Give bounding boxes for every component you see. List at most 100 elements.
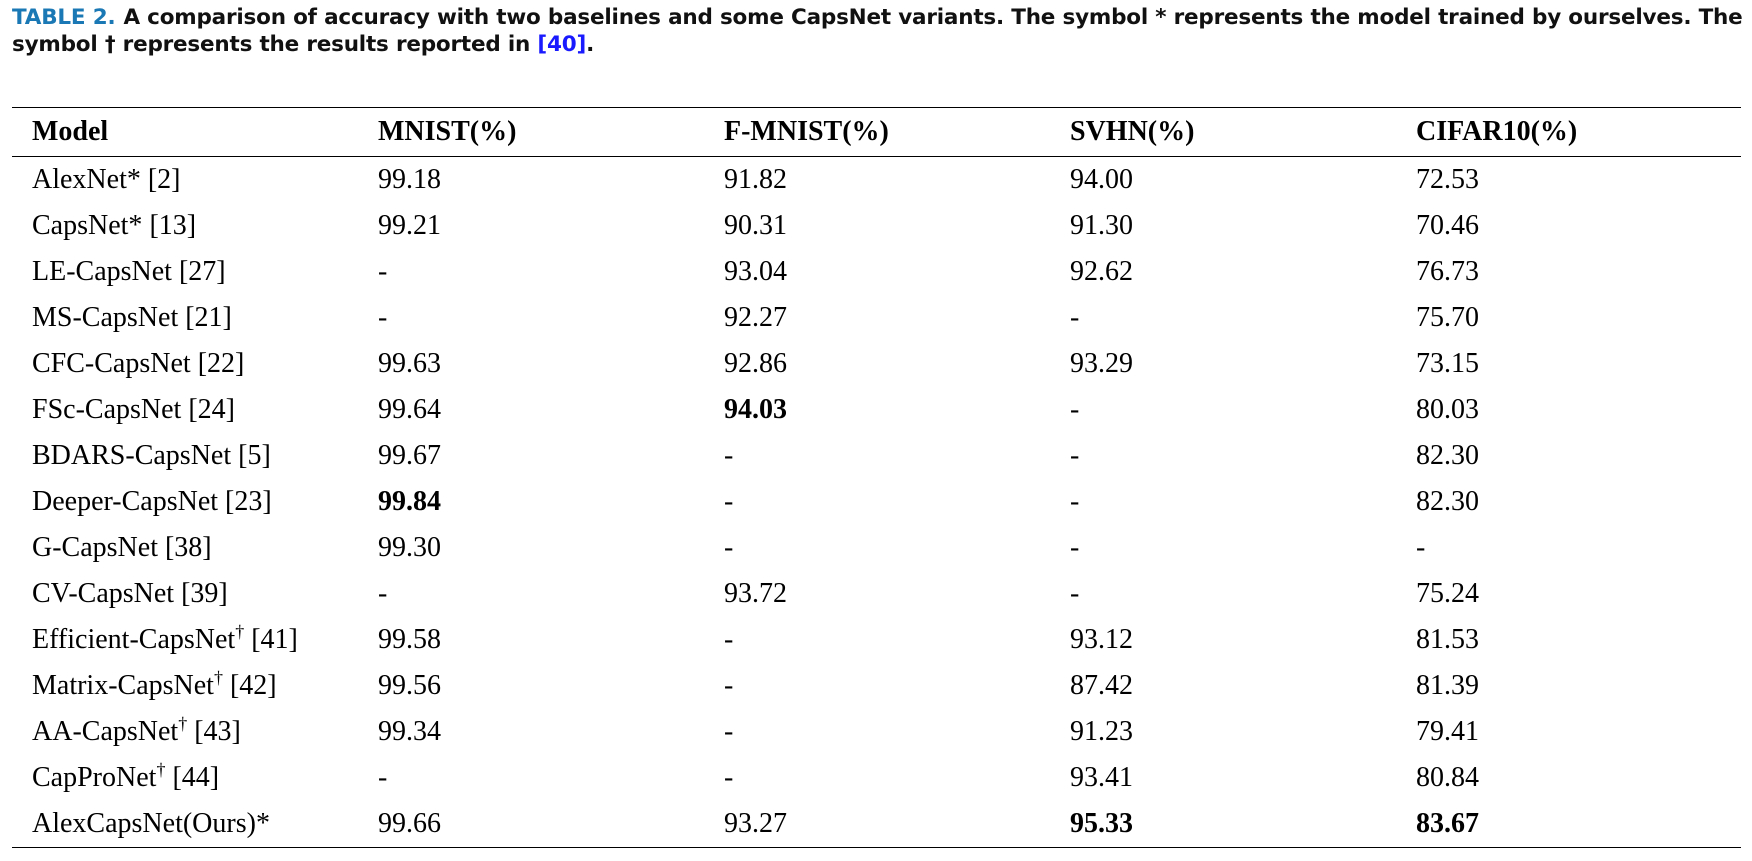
model-reference: [22] <box>190 348 245 379</box>
svhn-value: 93.29 <box>1070 348 1133 379</box>
mnist-value: - <box>378 256 388 287</box>
mnist-value: 99.58 <box>378 624 441 655</box>
table-row: Efficient-CapsNet† [41] 99.58 - 93.12 81.53 <box>12 617 1741 663</box>
header-model: Model <box>32 116 109 147</box>
model-name: CapsNet* <box>32 210 143 241</box>
model-cell: AlexCapsNet(Ours)* <box>12 801 358 848</box>
cifar10-value: 70.46 <box>1416 210 1479 241</box>
svhn-value: 95.33 <box>1070 808 1133 839</box>
model-name: MS-CapsNet <box>32 302 179 333</box>
model-name: AlexNet* <box>32 164 141 195</box>
cifar10-value: - <box>1416 532 1426 563</box>
model-name: Deeper-CapsNet <box>32 486 219 517</box>
model-name: FSc-CapsNet <box>32 394 182 425</box>
table-header-row: Model MNIST(%) F-MNIST(%) SVHN(%) CIFAR1… <box>12 107 1741 157</box>
model-reference: [27] <box>171 256 226 287</box>
svhn-value: 91.30 <box>1070 210 1133 241</box>
mnist-value: 99.66 <box>378 808 441 839</box>
svhn-value: 87.42 <box>1070 670 1133 701</box>
f-mnist-value: - <box>724 716 734 747</box>
model-reference: [21] <box>178 302 232 333</box>
svhn-value: 94.00 <box>1070 164 1133 195</box>
model-name: CapProNet <box>32 762 157 793</box>
mnist-value: 99.67 <box>378 440 441 471</box>
f-mnist-value: 91.82 <box>724 164 787 195</box>
f-mnist-value: - <box>724 762 734 793</box>
svhn-value: 92.62 <box>1070 256 1133 287</box>
cifar10-value: 80.03 <box>1416 394 1479 425</box>
header-f-mnist: F-MNIST(%) <box>724 116 889 147</box>
model-reference: [44] <box>165 762 220 793</box>
header-cifar10: CIFAR10(%) <box>1416 116 1578 147</box>
header-mnist: MNIST(%) <box>378 116 517 147</box>
model-name: LE-CapsNet <box>32 256 172 287</box>
f-mnist-value: 93.27 <box>724 808 787 839</box>
model-reference: [42] <box>222 670 277 701</box>
dagger-mark: † <box>178 713 188 734</box>
table-row: AlexCapsNet(Ours)* 99.66 93.27 95.33 83.67 <box>12 801 1741 848</box>
model-name: AlexCapsNet(Ours)* <box>32 808 270 839</box>
model-cell: Matrix-CapsNet† [42] <box>12 663 358 709</box>
f-mnist-value: - <box>724 532 734 563</box>
f-mnist-value: 93.04 <box>724 256 787 287</box>
table-row: CapsNet* [13] 99.21 90.31 91.30 70.46 <box>12 203 1741 249</box>
table-caption: TABLE 2. A comparison of accuracy with tw… <box>12 4 1747 58</box>
dagger-mark: † <box>235 621 245 642</box>
table-row: G-CapsNet [38] 99.30 - - - <box>12 525 1741 571</box>
f-mnist-value: 93.72 <box>724 578 787 609</box>
model-reference: [39] <box>174 578 228 609</box>
model-reference: [41] <box>244 624 298 655</box>
model-cell: CapProNet† [44] <box>12 755 358 801</box>
model-name: BDARS-CapsNet <box>32 440 232 471</box>
accuracy-comparison-table: Model MNIST(%) F-MNIST(%) SVHN(%) CIFAR1… <box>12 107 1741 848</box>
table-row: Deeper-CapsNet [23] 99.84 - - 82.30 <box>12 479 1741 525</box>
table-label: TABLE 2. <box>12 5 116 30</box>
svhn-value: - <box>1070 486 1080 517</box>
table-row: CV-CapsNet [39] -93.72-75.24 <box>12 571 1741 617</box>
model-reference: [13] <box>142 210 197 241</box>
model-reference: [43] <box>187 716 241 747</box>
mnist-value: - <box>378 762 388 793</box>
svhn-value: 93.12 <box>1070 624 1133 655</box>
caption-period: . <box>586 32 595 57</box>
table-row: AlexNet* [2] 99.18 91.82 94.00 72.53 <box>12 157 1741 204</box>
cifar10-value: 79.41 <box>1416 716 1479 747</box>
model-cell: MS-CapsNet [21] <box>12 295 358 341</box>
cifar10-value: 82.30 <box>1416 440 1479 471</box>
model-cell: Deeper-CapsNet [23] <box>12 479 358 525</box>
model-name: CV-CapsNet <box>32 578 175 609</box>
table-row: CapProNet† [44] - -93.41 80.84 <box>12 755 1741 801</box>
model-cell: CV-CapsNet [39] <box>12 571 358 617</box>
mnist-value: 99.64 <box>378 394 441 425</box>
dagger-mark: † <box>213 667 223 688</box>
cifar10-value: 81.53 <box>1416 624 1479 655</box>
f-mnist-value: 92.27 <box>724 302 787 333</box>
cifar10-value: 82.30 <box>1416 486 1479 517</box>
mnist-value: 99.18 <box>378 164 441 195</box>
model-cell: CapsNet* [13] <box>12 203 358 249</box>
f-mnist-value: - <box>724 670 734 701</box>
model-name: AA-CapsNet <box>32 716 179 747</box>
svhn-value: - <box>1070 578 1080 609</box>
model-name: Efficient-CapsNet <box>32 624 236 655</box>
model-cell: BDARS-CapsNet [5] <box>12 433 358 479</box>
mnist-value: 99.63 <box>378 348 441 379</box>
caption-reference-link[interactable]: [40] <box>537 32 587 57</box>
table-row: MS-CapsNet [21] -92.27-75.70 <box>12 295 1741 341</box>
model-reference: [2] <box>140 164 181 195</box>
mnist-value: - <box>378 302 388 333</box>
mnist-value: 99.30 <box>378 532 441 563</box>
model-reference: [5] <box>231 440 271 471</box>
svhn-value: 93.41 <box>1070 762 1133 793</box>
f-mnist-value: - <box>724 624 734 655</box>
cifar10-value: 76.73 <box>1416 256 1479 287</box>
model-cell: CFC-CapsNet [22] <box>12 341 358 387</box>
table-row: BDARS-CapsNet [5] 99.67 - - 82.30 <box>12 433 1741 479</box>
f-mnist-value: 94.03 <box>724 394 787 425</box>
mnist-value: 99.34 <box>378 716 441 747</box>
model-reference: [24] <box>181 394 235 425</box>
mnist-value: 99.56 <box>378 670 441 701</box>
cifar10-value: 75.70 <box>1416 302 1479 333</box>
table-row: Matrix-CapsNet† [42] 99.56 - 87.42 81.39 <box>12 663 1741 709</box>
cifar10-value: 73.15 <box>1416 348 1479 379</box>
